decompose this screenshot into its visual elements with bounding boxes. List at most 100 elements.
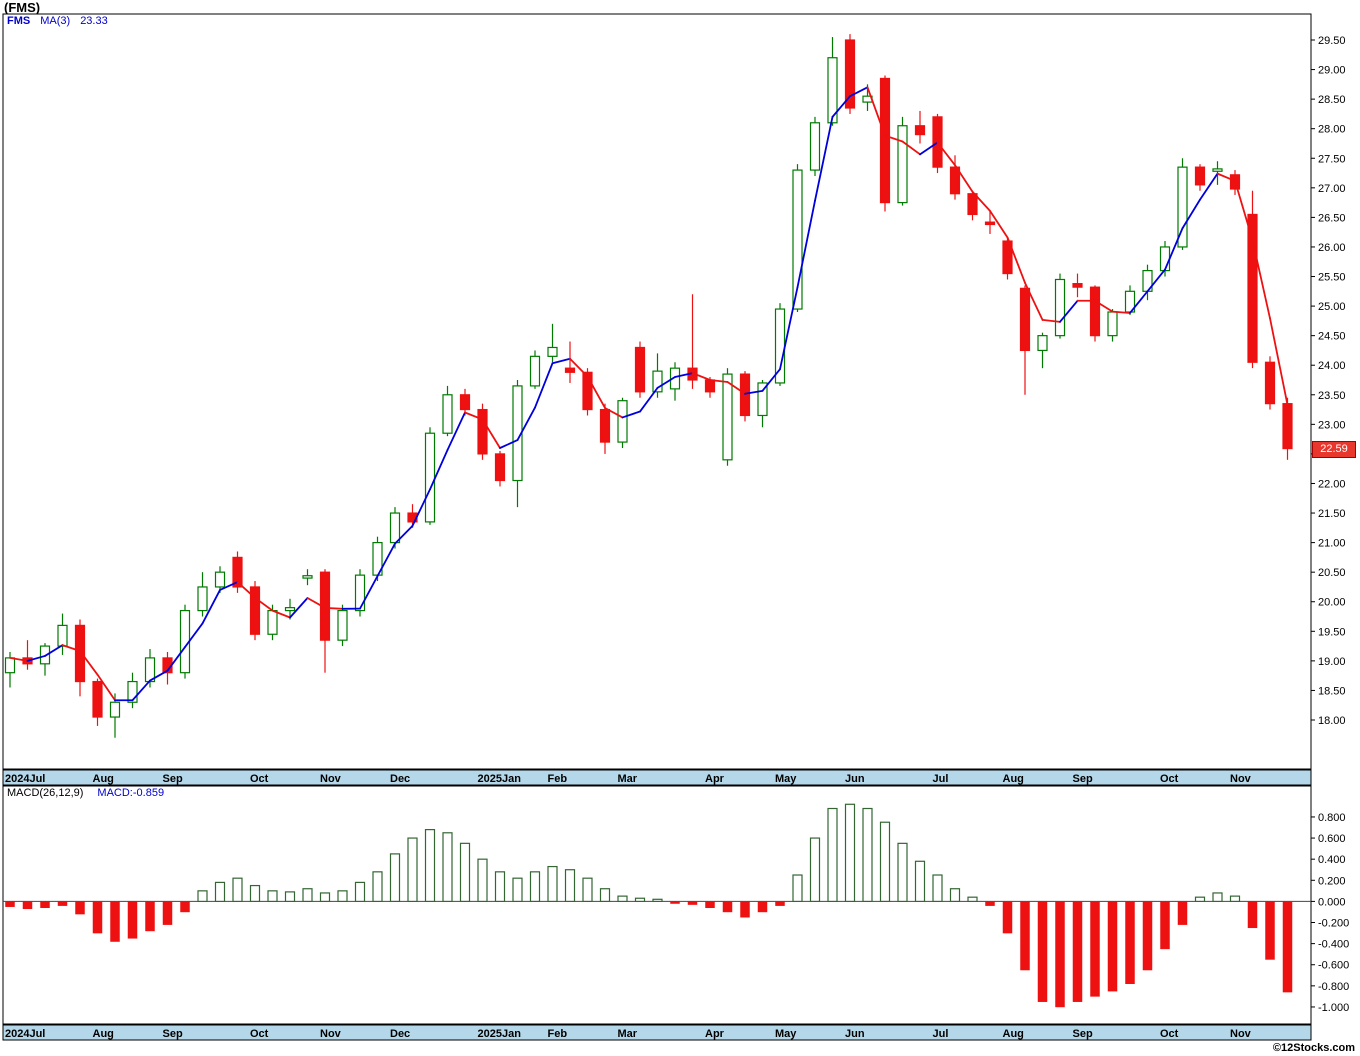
macd-bar-negative bbox=[1055, 901, 1065, 1008]
month-label: 2025Jan bbox=[478, 1028, 522, 1040]
macd-bar-positive bbox=[407, 837, 418, 903]
candle-up bbox=[1037, 335, 1048, 352]
ma-segment bbox=[254, 596, 274, 612]
ma-segment bbox=[411, 488, 431, 527]
candle-up bbox=[197, 586, 208, 612]
price-axis-label: 23.50 bbox=[1318, 390, 1346, 402]
macd-bar-negative bbox=[1090, 901, 1100, 997]
macd-bar-positive bbox=[512, 877, 523, 903]
ma-segment bbox=[481, 418, 501, 449]
ma-segment bbox=[306, 597, 326, 609]
month-label: 2024Jul bbox=[5, 773, 45, 785]
macd-bar-positive bbox=[232, 877, 243, 903]
macd-axis-label: -1.000 bbox=[1318, 1002, 1349, 1014]
macd-bar-positive bbox=[792, 874, 803, 903]
macd-bar-positive bbox=[372, 871, 383, 903]
month-label: Sep bbox=[1073, 1028, 1093, 1040]
price-axis-label: 26.50 bbox=[1318, 212, 1346, 224]
macd-axis-label: 0.800 bbox=[1318, 812, 1346, 824]
macd-bar-positive bbox=[809, 837, 821, 903]
macd-axis-label: 0.200 bbox=[1318, 875, 1346, 887]
macd-bar-positive bbox=[564, 869, 576, 902]
candle-down bbox=[1002, 240, 1013, 275]
price-axis-label: 29.00 bbox=[1318, 65, 1346, 77]
ma-segment bbox=[289, 597, 309, 619]
month-label: Nov bbox=[320, 773, 342, 785]
macd-bar-positive bbox=[914, 860, 926, 902]
ma-segment bbox=[551, 357, 571, 365]
month-label: Mar bbox=[618, 773, 638, 785]
candle-down bbox=[1019, 287, 1031, 352]
macd-bar-negative bbox=[775, 901, 785, 906]
candle-down bbox=[599, 408, 611, 443]
ma-segment bbox=[569, 357, 589, 378]
macd-bar-negative bbox=[757, 901, 768, 913]
candle-up bbox=[1159, 246, 1171, 272]
ma-segment bbox=[9, 657, 29, 662]
macd-bar-positive bbox=[424, 829, 436, 903]
ma-segment bbox=[446, 411, 466, 451]
price-axis-label: 24.50 bbox=[1318, 331, 1346, 343]
ma-segment bbox=[1006, 236, 1026, 284]
candle-up bbox=[669, 367, 681, 390]
macd-bar-positive bbox=[827, 807, 838, 903]
candle-down bbox=[949, 166, 961, 195]
candle-up bbox=[1177, 166, 1188, 248]
ma-segment bbox=[604, 407, 624, 419]
candle-up bbox=[1054, 278, 1066, 337]
month-label: Apr bbox=[705, 1028, 725, 1040]
month-label: Dec bbox=[390, 773, 410, 785]
macd-bar-negative bbox=[1177, 901, 1188, 925]
ma-line bbox=[9, 86, 1289, 702]
candle-down bbox=[914, 125, 926, 136]
candle-down bbox=[739, 373, 751, 417]
month-label: Jun bbox=[845, 1028, 865, 1040]
ma-segment bbox=[166, 646, 186, 672]
ma-segment bbox=[744, 389, 764, 395]
macd-bar-negative bbox=[92, 901, 103, 934]
ma-segment bbox=[376, 542, 396, 578]
candle-down bbox=[1072, 283, 1083, 288]
candle-up bbox=[284, 607, 296, 612]
ma-value: 23.33 bbox=[80, 15, 108, 27]
price-axis-label: 18.00 bbox=[1318, 715, 1346, 727]
macd-bar-positive bbox=[949, 888, 961, 902]
ma-segment bbox=[656, 376, 676, 389]
candle-up bbox=[127, 680, 138, 703]
ma-segment bbox=[901, 140, 921, 156]
ma-segment bbox=[866, 86, 886, 137]
candle-down bbox=[249, 586, 261, 635]
macd-bar-negative bbox=[145, 901, 155, 932]
month-label: Sep bbox=[163, 1028, 183, 1040]
ma-segment bbox=[236, 581, 256, 599]
ma-segment bbox=[1024, 281, 1044, 321]
candle-down bbox=[74, 624, 86, 683]
ma-segment bbox=[1251, 239, 1271, 320]
ma-segment bbox=[1041, 318, 1061, 323]
macd-bar-negative bbox=[1072, 901, 1083, 1002]
ma-segment bbox=[586, 375, 606, 409]
candle-up bbox=[809, 122, 821, 171]
macd-bar-negative bbox=[1265, 901, 1275, 960]
month-label: Feb bbox=[548, 1028, 568, 1040]
ma-segment bbox=[674, 372, 694, 378]
candles bbox=[4, 34, 1293, 738]
macd-bar-negative bbox=[1247, 901, 1258, 929]
ma-segment bbox=[359, 575, 379, 610]
month-label: Nov bbox=[1230, 773, 1252, 785]
candle-down bbox=[984, 221, 996, 226]
symbol-label: FMS bbox=[7, 15, 31, 27]
ma-segment bbox=[1199, 172, 1219, 201]
last-price-tag: 22.59 bbox=[1312, 441, 1356, 458]
candle-up bbox=[827, 57, 838, 124]
macd-bar-positive bbox=[862, 807, 873, 903]
month-label: Dec bbox=[390, 1028, 410, 1040]
ma-segment bbox=[954, 164, 974, 193]
macd-params-label: MACD(26,12,9) bbox=[7, 787, 84, 799]
macd-bar-positive bbox=[529, 871, 541, 903]
month-labels-top: 2024Jul Aug Sep Oct Nov Dec 2025Jan Feb Mar Apr Ma… bbox=[5, 773, 1252, 785]
ma-segment bbox=[201, 589, 221, 625]
price-axis-label: 20.50 bbox=[1318, 567, 1346, 579]
price-axis-label: 20.00 bbox=[1318, 597, 1346, 609]
price-axis-label: 21.50 bbox=[1318, 508, 1346, 520]
